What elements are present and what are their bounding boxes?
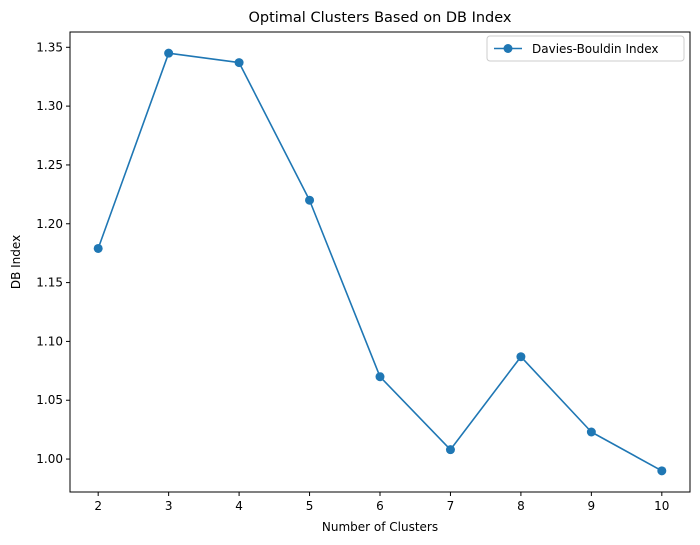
data-point (305, 195, 315, 205)
series-layer (93, 48, 667, 476)
x-axis-label: Number of Clusters (322, 520, 438, 534)
x-tick-label: 2 (94, 499, 102, 513)
x-tick-label: 8 (517, 499, 525, 513)
y-axis-label: DB Index (9, 235, 23, 289)
x-tick-label: 10 (654, 499, 669, 513)
legend: Davies-Bouldin Index (486, 35, 685, 62)
legend-marker (503, 44, 513, 53)
data-point (657, 466, 667, 476)
data-point (445, 445, 455, 455)
x-tick-label: 6 (376, 499, 384, 513)
legend-box (486, 35, 685, 62)
y-tick-label: 1.30 (36, 99, 63, 113)
y-tick-label: 1.00 (36, 452, 63, 466)
y-axis: 1.00 1.05 1.10 1.15 1.20 1.25 1.30 1.35 (36, 40, 70, 466)
y-tick-label: 1.25 (36, 158, 63, 172)
x-axis: 2 3 4 5 6 7 8 9 10 (94, 492, 669, 513)
y-tick-label: 1.35 (36, 40, 63, 54)
x-tick-label: 4 (235, 499, 243, 513)
data-point (234, 58, 244, 68)
y-tick-label: 1.20 (36, 217, 63, 231)
chart-title: Optimal Clusters Based on DB Index (248, 10, 511, 26)
plot-area: 2 3 4 5 6 7 8 9 10 1.001.051.101.151.201.251.301… (36, 31, 691, 513)
data-point (586, 427, 596, 437)
data-point (93, 243, 103, 253)
x-tick-label: 3 (165, 499, 173, 513)
y-tick-label: 1.05 (36, 393, 63, 407)
data-point (375, 372, 385, 382)
data-point (516, 352, 526, 362)
legend-label: Davies-Bouldin Index (532, 42, 659, 56)
data-point (164, 48, 174, 58)
x-tick-label: 5 (306, 499, 314, 513)
x-tick-label: 9 (588, 499, 596, 513)
y-tick-label: 1.10 (36, 334, 63, 348)
x-tick-label: 7 (447, 499, 455, 513)
y-tick-label: 1.15 (36, 276, 63, 290)
